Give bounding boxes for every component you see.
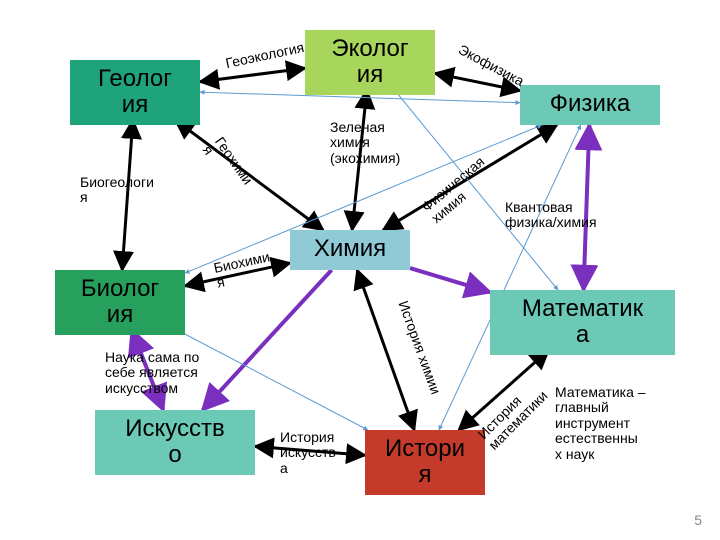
label-histmath: История математики bbox=[475, 377, 551, 453]
page-number: 5 bbox=[694, 512, 702, 528]
node-math: Математик а bbox=[490, 290, 675, 355]
label-geoecology: Геоэкология bbox=[224, 40, 305, 72]
diagram-canvas: Геолог ия Эколог ия Физика Химия Биолог … bbox=[0, 0, 720, 540]
label-mathnote: Математика – главный инструмент естестве… bbox=[555, 385, 646, 462]
node-label: Искусств о bbox=[125, 415, 225, 468]
node-history: Истори я bbox=[365, 430, 485, 495]
node-ecology: Эколог ия bbox=[305, 30, 435, 95]
edge-geology-ecology bbox=[200, 68, 305, 81]
node-label: Эколог ия bbox=[331, 35, 408, 88]
node-physics: Физика bbox=[520, 85, 660, 125]
label-physchem: Физическая химия bbox=[419, 154, 497, 227]
label-greenchem: Зеленая химия (экохимия) bbox=[330, 120, 400, 166]
label-quantum: Квантовая физика/химия bbox=[505, 200, 597, 231]
node-chemistry: Химия bbox=[290, 230, 410, 270]
node-biology: Биолог ия bbox=[55, 270, 185, 335]
label-geochem: Геохими я bbox=[199, 134, 255, 196]
edge-chemistry-history bbox=[357, 270, 414, 430]
node-label: Геолог ия bbox=[98, 65, 172, 118]
label-biochem: Биохими я bbox=[212, 249, 274, 291]
node-label: Химия bbox=[314, 235, 386, 262]
node-geology: Геолог ия bbox=[70, 60, 200, 125]
label-biogeology: Биогеологи я bbox=[80, 175, 154, 206]
edge-chemistry-art bbox=[203, 270, 332, 410]
node-label: Математик а bbox=[522, 295, 643, 348]
node-label: Физика bbox=[550, 90, 630, 117]
node-label: Истори я bbox=[385, 435, 465, 488]
edge-chemistry-math bbox=[410, 268, 490, 292]
label-ecophysics: Экофизика bbox=[456, 42, 527, 89]
label-histchem: История химии bbox=[395, 299, 443, 397]
node-art: Искусств о bbox=[95, 410, 255, 475]
label-artnote: Наука сама по себе является искусством bbox=[105, 350, 199, 396]
label-histart: История искусств а bbox=[280, 430, 336, 476]
node-label: Биолог ия bbox=[81, 275, 159, 328]
